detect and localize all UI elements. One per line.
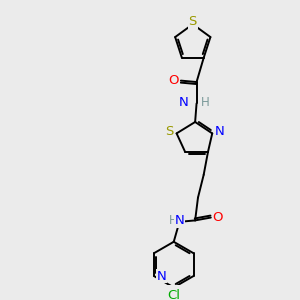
Text: O: O	[169, 74, 179, 87]
Text: N: N	[175, 214, 184, 227]
Text: O: O	[213, 211, 223, 224]
Text: N: N	[157, 269, 167, 283]
Text: Cl: Cl	[167, 289, 180, 300]
Text: H: H	[169, 214, 178, 227]
Text: S: S	[189, 15, 197, 28]
Text: N: N	[179, 95, 189, 109]
Text: N: N	[214, 125, 224, 139]
Text: S: S	[165, 125, 174, 139]
Text: H: H	[201, 95, 210, 109]
